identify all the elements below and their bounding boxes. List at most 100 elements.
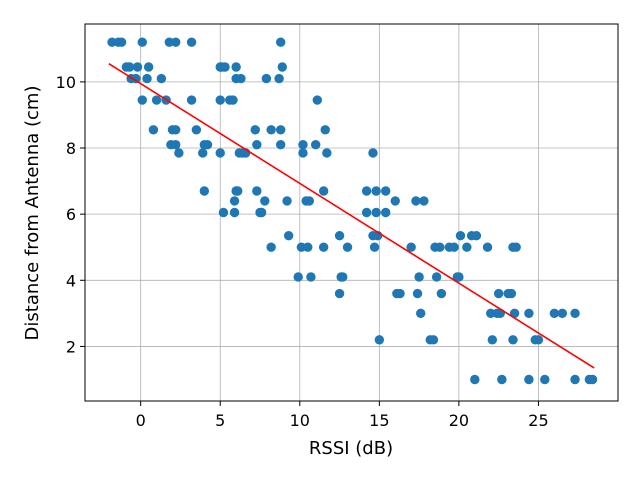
data-point [228, 95, 238, 105]
data-point [186, 95, 197, 105]
data-point [508, 335, 518, 345]
data-point [124, 62, 135, 72]
data-point [368, 148, 378, 158]
data-point [549, 308, 560, 319]
data-point [506, 288, 517, 299]
grid-lines [85, 24, 618, 401]
data-point [116, 37, 127, 47]
data-point [174, 148, 184, 158]
data-point [435, 242, 445, 252]
data-point [229, 207, 240, 218]
data-point [199, 186, 210, 196]
x-tick-label: 5 [215, 411, 225, 430]
data-point [202, 140, 213, 150]
data-point [511, 242, 521, 252]
x-tick-label: 0 [136, 411, 146, 430]
data-point [261, 73, 272, 84]
data-point [334, 230, 345, 241]
data-point [338, 272, 348, 282]
data-point [252, 140, 262, 150]
data-point [557, 308, 568, 319]
data-point [412, 288, 423, 299]
data-point [419, 196, 429, 206]
data-point [493, 288, 504, 299]
data-point [218, 207, 229, 218]
data-point [470, 374, 480, 385]
data-point [250, 125, 260, 135]
data-point [390, 196, 400, 206]
data-point [487, 335, 498, 345]
data-point [436, 288, 447, 299]
data-point [215, 148, 225, 158]
data-point [334, 288, 345, 299]
data-point [540, 374, 550, 385]
data-point [277, 62, 287, 72]
data-point [220, 62, 230, 72]
data-point [471, 230, 482, 241]
data-point [342, 242, 353, 252]
data-point [570, 374, 580, 385]
data-point [215, 95, 225, 105]
data-point [156, 73, 167, 84]
data-point [143, 62, 154, 72]
data-point [524, 374, 534, 385]
data-point [148, 125, 159, 135]
data-point [431, 272, 442, 282]
data-point [361, 186, 372, 196]
data-point [131, 73, 141, 84]
data-point [482, 242, 493, 252]
data-point [455, 230, 466, 241]
data-point [252, 186, 262, 196]
x-axis-label: RSSI (dB) [309, 438, 393, 459]
data-point [151, 95, 162, 105]
data-point [318, 186, 329, 196]
x-tick-label: 25 [528, 411, 548, 430]
data-point [361, 207, 372, 218]
data-point [587, 374, 598, 385]
plot-frame [84, 23, 619, 402]
data-point [266, 242, 276, 252]
y-tick-label: 8 [66, 139, 76, 158]
x-tick-label: 15 [369, 411, 389, 430]
y-tick-label: 2 [66, 337, 76, 356]
data-point [282, 196, 292, 206]
data-point [454, 272, 464, 282]
data-point [229, 196, 240, 206]
data-point [371, 186, 381, 196]
data-point [293, 272, 303, 282]
data-point [497, 374, 507, 385]
data-point [275, 140, 286, 150]
data-point [132, 62, 143, 72]
data-point [137, 37, 147, 47]
data-point [256, 207, 267, 218]
data-point [371, 207, 381, 218]
data-point [495, 308, 505, 319]
x-tick-label: 10 [290, 411, 310, 430]
data-point [266, 125, 276, 135]
data-point [274, 73, 284, 84]
data-point [312, 95, 322, 105]
data-point [231, 62, 241, 72]
data-point [395, 288, 405, 299]
data-point [381, 186, 391, 196]
data-point [416, 308, 426, 319]
data-point [198, 148, 208, 158]
y-tick-label: 10 [56, 73, 76, 92]
x-tick-label: 20 [449, 411, 469, 430]
data-point [411, 196, 421, 206]
data-point [320, 125, 330, 135]
fit-line [108, 63, 595, 369]
data-point [233, 186, 243, 196]
data-point [369, 242, 380, 252]
data-point [275, 37, 286, 47]
data-point [304, 196, 315, 206]
data-point [283, 230, 294, 241]
data-point [170, 125, 181, 135]
data-point [524, 308, 534, 319]
data-point [414, 272, 424, 282]
data-point [170, 140, 181, 150]
data-point [191, 125, 202, 135]
y-axis-label: Distance from Antenna (cm) [22, 86, 43, 341]
